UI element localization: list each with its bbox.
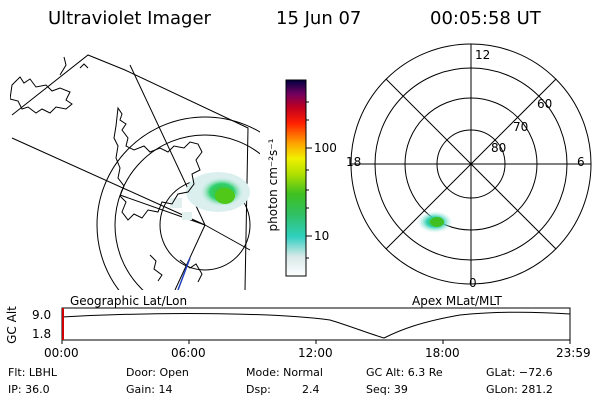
info-glat: GLat: −72.6 xyxy=(486,366,553,379)
coastline-antarctic-peninsula xyxy=(113,106,203,221)
coastline-fragment xyxy=(59,56,67,76)
coastline-fragment xyxy=(149,254,163,282)
info-seq: Seq: 39 xyxy=(366,383,408,396)
geographic-map xyxy=(10,54,260,290)
mlat-label-60: 60 xyxy=(537,97,553,111)
apex-label: Apex MLat/MLT xyxy=(412,294,502,308)
info-gain: Gain: 14 xyxy=(126,383,173,396)
coastline-south-america xyxy=(10,76,73,114)
info-glon: GLon: 281.2 xyxy=(486,383,553,396)
altitude-xticks xyxy=(61,340,571,344)
mlat-label-70: 70 xyxy=(513,120,529,134)
aurora-core xyxy=(215,188,235,204)
satellite-track xyxy=(177,257,191,290)
mlt-label-18: 18 xyxy=(346,155,362,169)
mlat-label-80: 80 xyxy=(491,141,507,155)
info-gc-alt: GC Alt: 6.3 Re xyxy=(366,366,443,379)
mlt-label-12: 12 xyxy=(475,48,491,62)
info-door: Door: Open xyxy=(126,366,189,379)
info-mode: Mode: Normal xyxy=(246,366,323,379)
altitude-ytick-1-8: 1.8 xyxy=(32,327,52,341)
geographic-label: Geographic Lat/Lon xyxy=(70,294,188,308)
altitude-xtick-0000: 00:00 xyxy=(44,346,79,360)
altitude-xtick-2359: 23:59 xyxy=(556,346,591,360)
mlt-line-diagonal xyxy=(385,78,557,250)
colorbar xyxy=(285,79,307,277)
latitude-circle xyxy=(114,134,260,290)
time-label: 00:05:58 UT xyxy=(430,8,541,29)
info-ip: IP: 36.0 xyxy=(8,383,50,396)
aurora-speckle xyxy=(182,212,192,220)
apex-polar-plot xyxy=(350,43,592,285)
info-filter: Flt: LBHL xyxy=(8,366,57,379)
altitude-ytick-9: 9.0 xyxy=(32,308,52,322)
altitude-xtick-1200: 12:00 xyxy=(298,346,333,360)
latitude-circle xyxy=(96,116,260,290)
altitude-plot xyxy=(61,307,571,344)
colorbar-unit-label: photon cm⁻²s⁻¹ xyxy=(266,138,280,232)
longitude-line xyxy=(11,137,206,226)
colorbar-ticks xyxy=(306,101,312,259)
map-boundary-line xyxy=(11,54,249,290)
colorbar-tick-10: 10 xyxy=(314,229,330,243)
mlt-label-6: 6 xyxy=(577,155,585,169)
coastlines xyxy=(10,56,203,283)
coastline-fragment xyxy=(79,63,89,69)
longitude-line xyxy=(204,224,251,251)
mlt-label-0: 0 xyxy=(469,276,477,290)
altitude-curve xyxy=(61,311,571,339)
info-dsp-value: 2.4 xyxy=(302,383,320,396)
altitude-ylabel: GC Alt xyxy=(5,306,19,344)
colorbar-tick-100: 100 xyxy=(314,141,337,155)
instrument-title: Ultraviolet Imager xyxy=(48,8,211,29)
longitude-line xyxy=(174,224,206,290)
altitude-xtick-0600: 06:00 xyxy=(171,346,206,360)
aurora-oval-core xyxy=(430,217,444,227)
date-label: 15 Jun 07 xyxy=(276,8,362,29)
info-dsp-label: Dsp: xyxy=(246,383,271,396)
aurora-speckle xyxy=(170,198,182,208)
altitude-xtick-1800: 18:00 xyxy=(425,346,460,360)
